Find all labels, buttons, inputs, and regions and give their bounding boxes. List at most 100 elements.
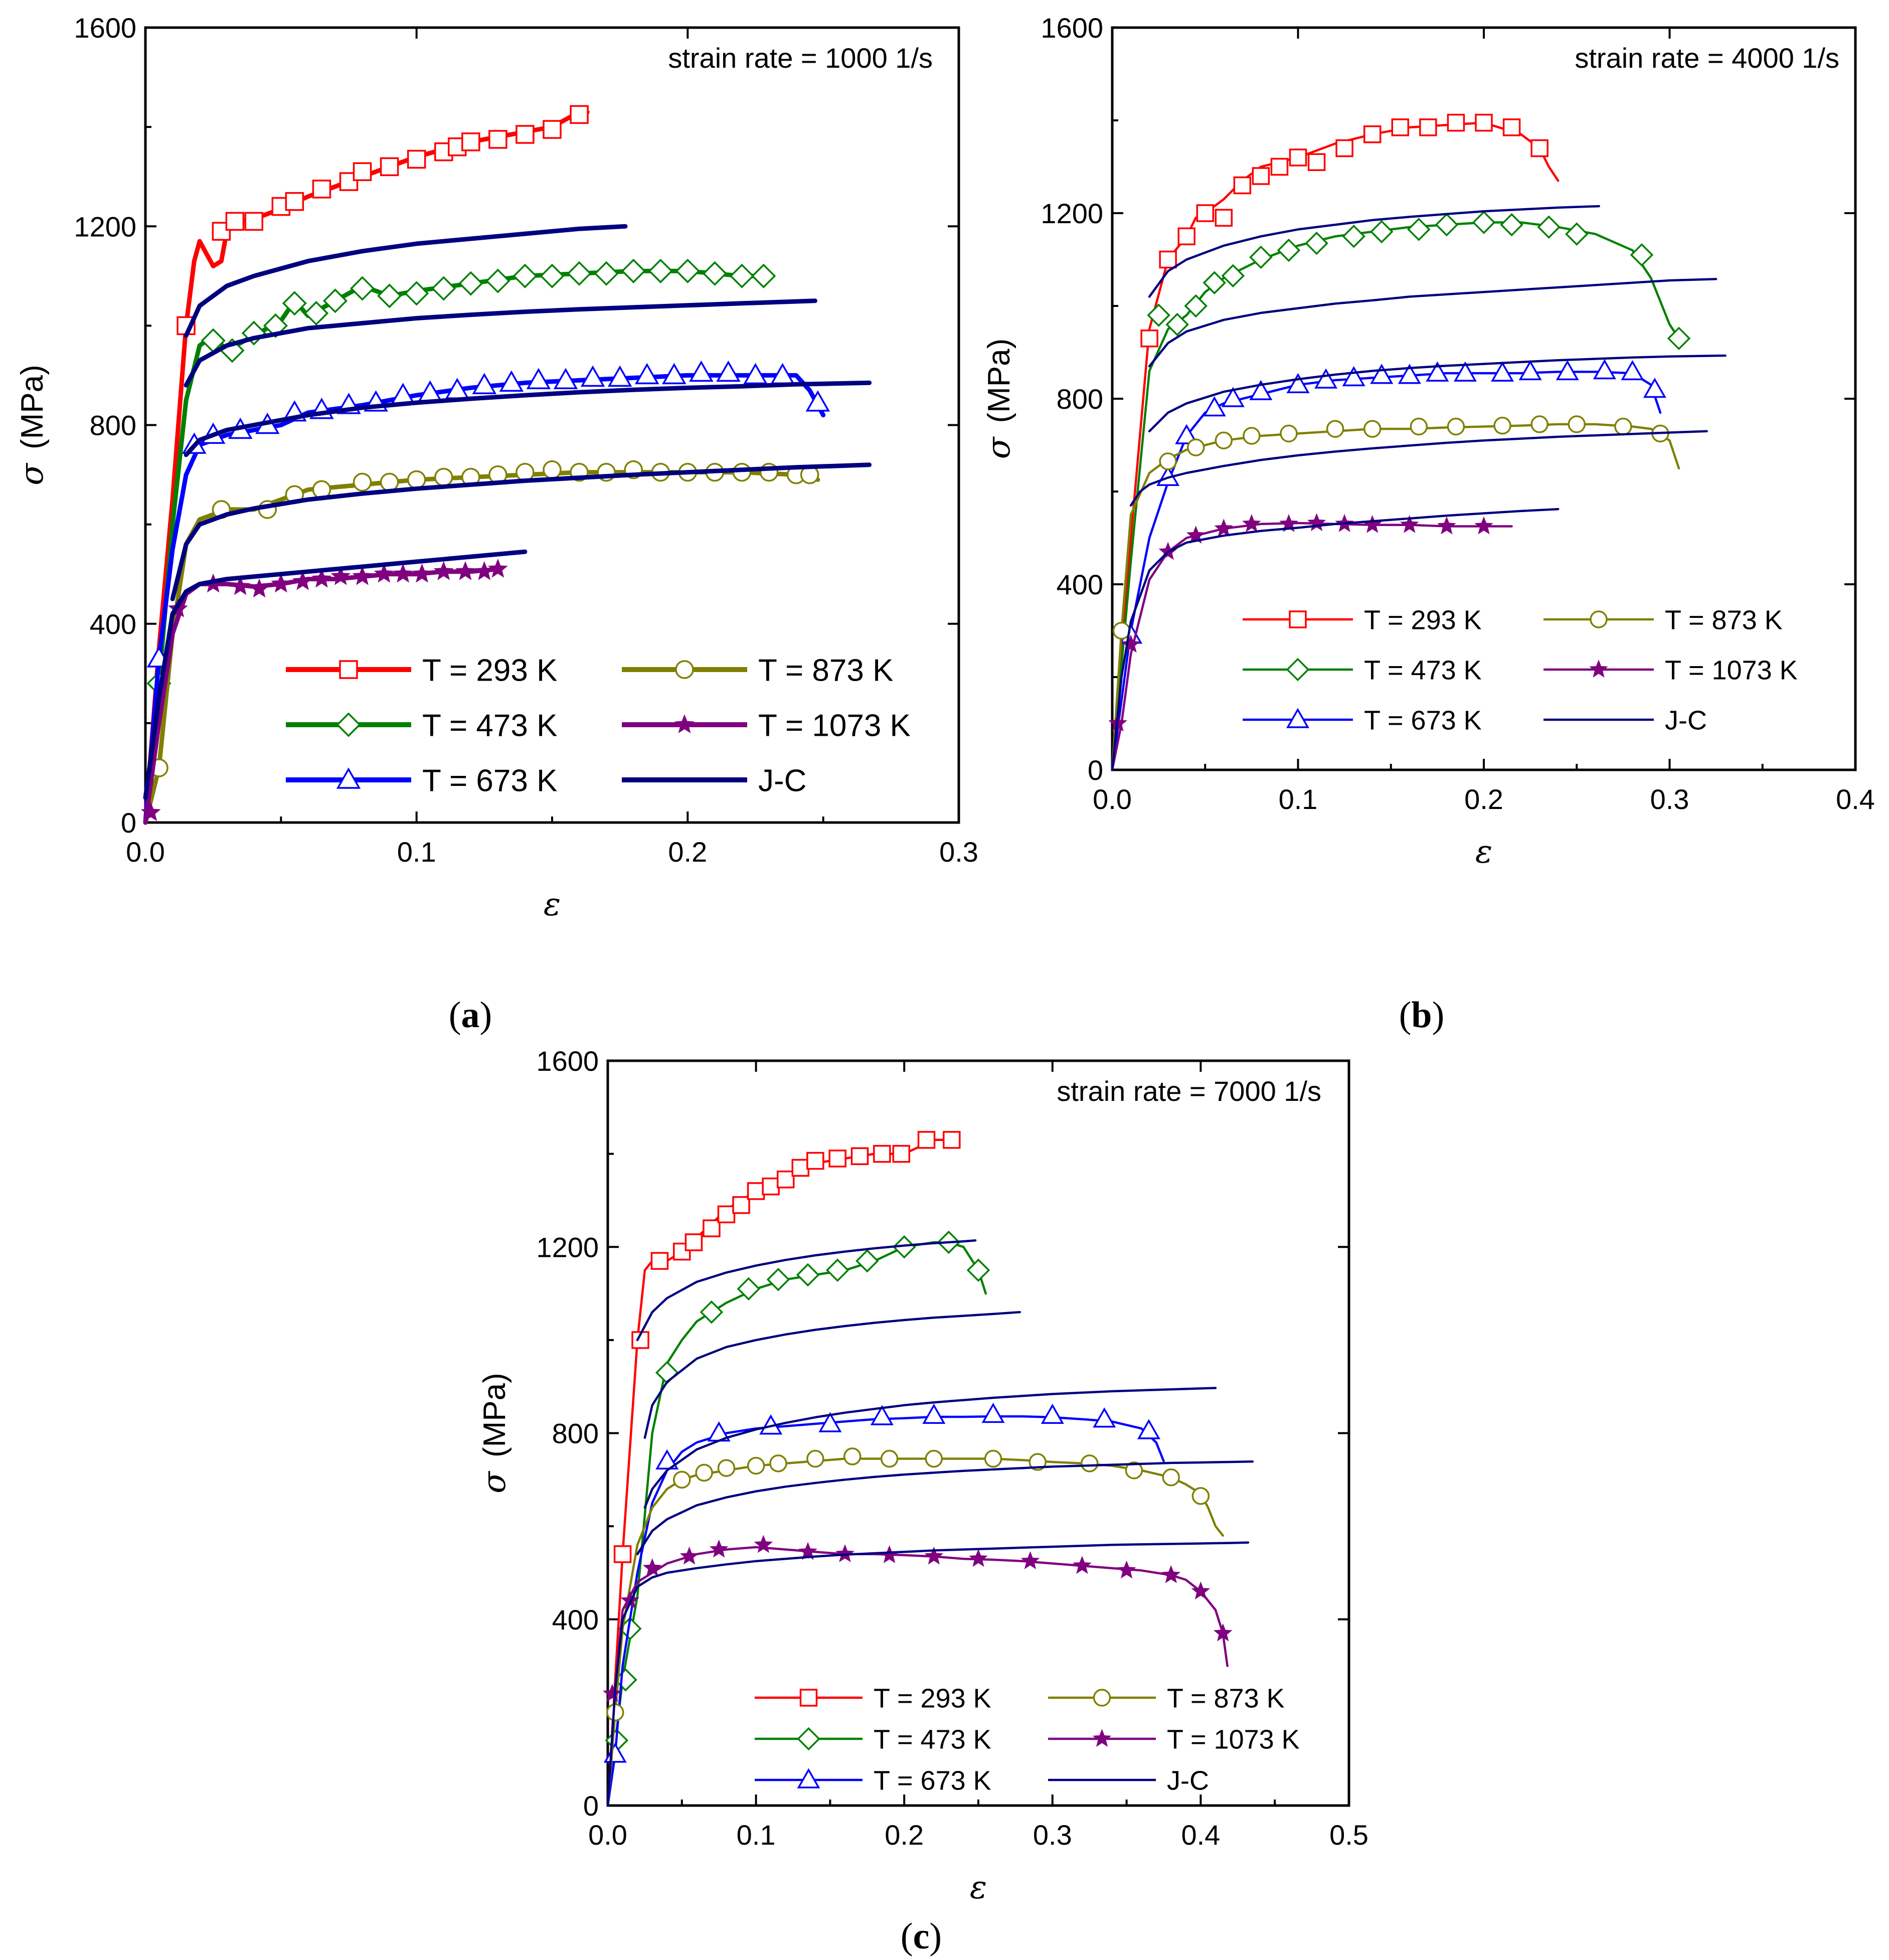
data-point: [1502, 118, 1521, 136]
data-point: [1289, 148, 1307, 167]
data-point: [1186, 438, 1205, 456]
data-point: [702, 261, 727, 286]
y-tick-label: 800: [1057, 383, 1103, 415]
x-tick-label: 0.1: [737, 1819, 776, 1851]
data-point: [1369, 220, 1394, 244]
legend: T = 293 K T = 873 K T = 473 K T = 1073 K T =…: [755, 1683, 1300, 1795]
legend-label: T = 293 K: [874, 1683, 991, 1713]
legend-label: J-C: [1167, 1765, 1209, 1795]
data-point: [835, 1544, 854, 1562]
data-point: [472, 373, 497, 394]
data-point: [1493, 416, 1511, 435]
series-t-473-k: [143, 258, 776, 825]
data-point: [1314, 368, 1338, 389]
series-line-jc: [184, 298, 817, 388]
data-point: [1243, 427, 1261, 445]
series-t-293-k: [1111, 113, 1560, 771]
data-point: [1203, 396, 1226, 417]
data-point: [1568, 415, 1586, 433]
data-point: [1435, 213, 1459, 237]
data-point: [917, 1131, 936, 1149]
data-point: [729, 263, 755, 288]
legend: T = 293 K T = 873 K T = 473 K T = 1073 K T =…: [286, 653, 911, 798]
data-point: [1530, 139, 1549, 157]
data-point: [655, 1449, 679, 1469]
data-point: [407, 470, 426, 489]
data-point: [580, 365, 605, 387]
data-point: [1215, 431, 1233, 449]
data-point: [485, 268, 510, 293]
data-point: [1186, 526, 1206, 544]
data-point: [458, 271, 483, 296]
data-point: [1537, 215, 1561, 239]
data-point: [474, 561, 494, 580]
data-point: [892, 1145, 911, 1163]
data-point: [455, 561, 475, 580]
data-point: [1073, 1556, 1092, 1574]
data-point: [679, 1546, 699, 1565]
legend-label: T = 1073 K: [758, 708, 911, 743]
data-point: [594, 261, 619, 286]
data-point: [282, 291, 307, 316]
data-point: [1342, 224, 1365, 248]
data-point: [312, 180, 331, 199]
series-t-1073-k: [140, 558, 508, 825]
legend-marker: [1092, 1729, 1112, 1747]
data-point: [543, 460, 562, 479]
series-t-473-k: [1111, 211, 1691, 771]
legend-item-t-473-k: T = 473 K: [1243, 655, 1482, 685]
data-point: [642, 1558, 662, 1576]
x-tick-label: 0.0: [126, 836, 165, 868]
legend-item-t-473-k: T = 473 K: [286, 708, 557, 743]
data-point: [805, 390, 830, 412]
y-axis-symbol: σ: [476, 1471, 513, 1494]
data-point: [1362, 515, 1382, 533]
data-point: [621, 258, 646, 283]
data-point: [716, 360, 741, 382]
data-point: [374, 563, 394, 583]
data-point: [634, 363, 659, 385]
data-point: [762, 1177, 780, 1196]
data-point: [488, 130, 507, 149]
data-point: [225, 212, 245, 231]
data-point: [526, 368, 551, 390]
series-line: [606, 1415, 1165, 1807]
series-line-jc: [636, 1239, 977, 1342]
data-point: [540, 263, 565, 288]
data-point: [737, 1277, 761, 1301]
legend-label: T = 473 K: [1364, 655, 1482, 685]
data-point: [407, 149, 426, 169]
legend-label: T = 673 K: [874, 1765, 991, 1795]
data-point: [825, 1258, 849, 1282]
series-t-673-k: [1111, 359, 1666, 771]
series-j-c: [143, 224, 872, 800]
data-point: [353, 472, 372, 492]
data-point: [1213, 1623, 1233, 1642]
legend-item-j-c: J-C: [622, 763, 806, 798]
legend-item-t-1073-k: T = 1073 K: [622, 708, 911, 743]
data-point: [689, 360, 714, 382]
legend-marker: [1286, 658, 1310, 682]
data-point: [673, 1471, 691, 1489]
data-point: [512, 263, 538, 288]
data-point: [1177, 227, 1195, 245]
series-t-293-k: [606, 1131, 961, 1807]
series-line-jc: [170, 462, 872, 601]
data-point: [1020, 1551, 1040, 1569]
data-point: [1249, 380, 1273, 400]
data-point: [352, 566, 373, 585]
data-point: [1191, 1581, 1211, 1599]
legend-marker: [1589, 660, 1608, 678]
data-point: [249, 578, 269, 598]
data-point: [1342, 366, 1365, 387]
x-axis-label: ε: [544, 886, 561, 923]
data-point: [925, 1449, 943, 1468]
series-j-c: [606, 1239, 1254, 1807]
data-point: [1621, 360, 1644, 381]
data-point: [1400, 515, 1419, 533]
legend-marker: [674, 714, 695, 733]
data-point: [662, 363, 686, 385]
data-point: [818, 1412, 842, 1432]
data-point: [1556, 360, 1579, 381]
data-point: [1162, 1468, 1180, 1487]
